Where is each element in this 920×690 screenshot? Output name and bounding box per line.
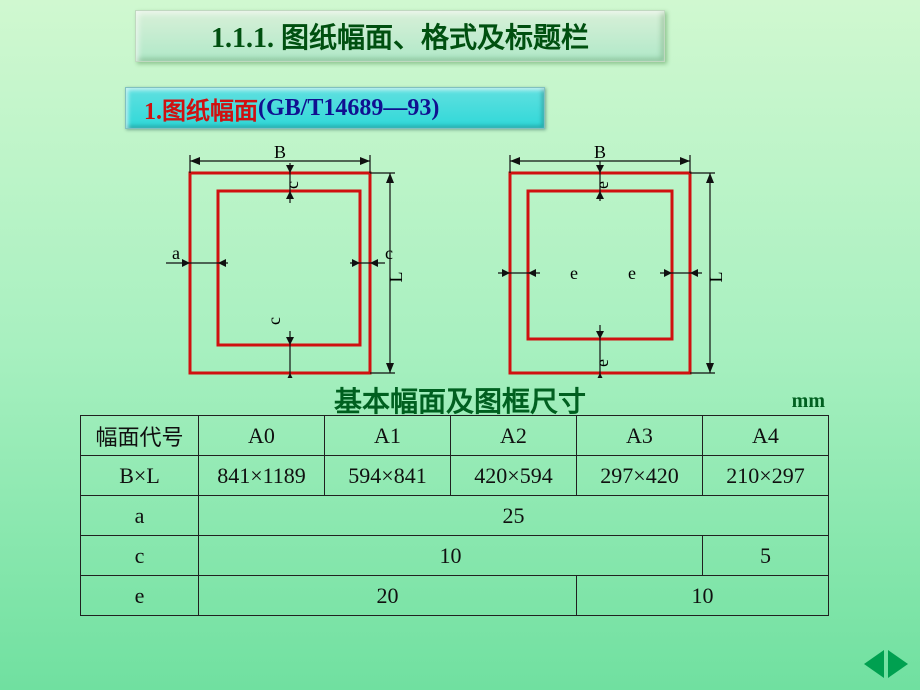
svg-text:c: c	[264, 317, 284, 325]
subtitle-blue: (GB/T14689—93)	[258, 95, 439, 122]
table-row: c 10 5	[81, 536, 829, 576]
next-button[interactable]	[888, 650, 908, 678]
sheet-format-diagrams: B L a c c c B	[130, 138, 770, 378]
cell-label: a	[81, 496, 199, 536]
prev-button[interactable]	[864, 650, 884, 678]
svg-text:a: a	[172, 243, 180, 263]
cell-value: 10	[199, 536, 703, 576]
table-title: 基本幅面及图框尺寸	[0, 380, 920, 420]
section-title: 1.1.1. 图纸幅面、格式及标题栏	[135, 10, 665, 62]
nav-buttons	[864, 650, 908, 678]
cell-header: A1	[325, 416, 451, 456]
cell-label: B×L	[81, 456, 199, 496]
cell-header: A2	[451, 416, 577, 456]
subtitle-red: 1.图纸幅面	[144, 91, 258, 126]
unit-label: mm	[792, 390, 825, 413]
svg-text:B: B	[594, 142, 606, 162]
cell-value: 297×420	[577, 456, 703, 496]
cell-header: 幅面代号	[81, 416, 199, 456]
cell-value: 10	[577, 576, 829, 616]
table-row: B×L 841×1189 594×841 420×594 297×420 210…	[81, 456, 829, 496]
sheet-size-table: 幅面代号 A0 A1 A2 A3 A4 B×L 841×1189 594×841…	[80, 415, 829, 616]
cell-value: 210×297	[703, 456, 829, 496]
cell-value: 20	[199, 576, 577, 616]
svg-text:e: e	[570, 263, 578, 283]
svg-text:e: e	[592, 359, 612, 367]
table-row: e 20 10	[81, 576, 829, 616]
svg-text:L: L	[386, 272, 406, 283]
svg-text:e: e	[592, 181, 612, 189]
svg-text:c: c	[282, 181, 302, 189]
cell-value: 5	[703, 536, 829, 576]
svg-text:c: c	[385, 243, 393, 263]
table-row: 幅面代号 A0 A1 A2 A3 A4	[81, 416, 829, 456]
cell-value: 841×1189	[199, 456, 325, 496]
subsection-title: 1.图纸幅面 (GB/T14689—93)	[125, 87, 545, 129]
cell-value: 25	[199, 496, 829, 536]
svg-text:e: e	[628, 263, 636, 283]
cell-value: 594×841	[325, 456, 451, 496]
svg-text:B: B	[274, 142, 286, 162]
cell-value: 420×594	[451, 456, 577, 496]
table-row: a 25	[81, 496, 829, 536]
svg-text:L: L	[706, 272, 726, 283]
cell-header: A4	[703, 416, 829, 456]
cell-header: A0	[199, 416, 325, 456]
cell-header: A3	[577, 416, 703, 456]
cell-label: e	[81, 576, 199, 616]
cell-label: c	[81, 536, 199, 576]
